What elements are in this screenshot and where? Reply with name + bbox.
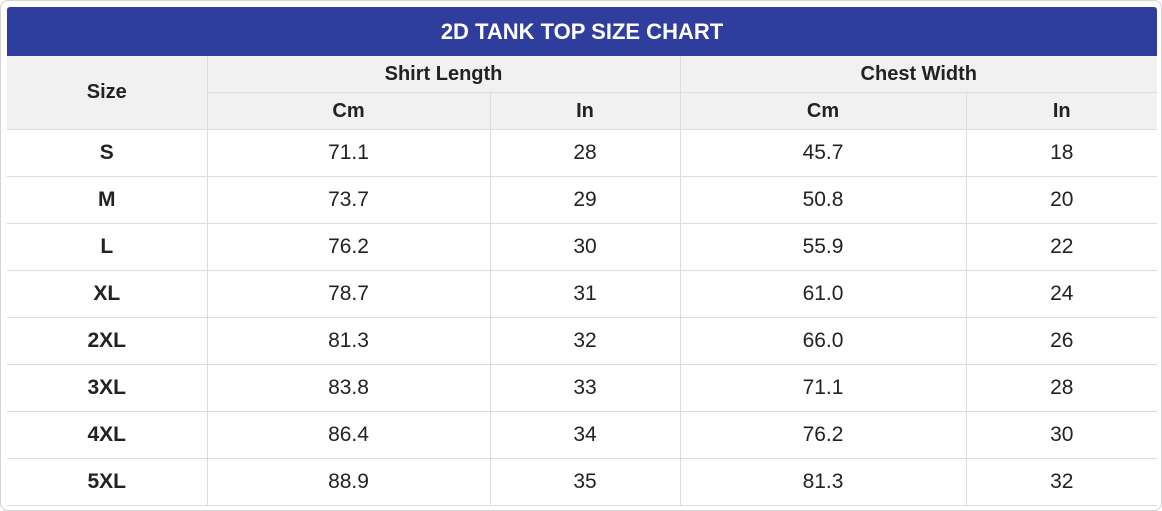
size-table: Size Shirt Length Chest Width Cm In Cm In S 71… — [7, 56, 1158, 506]
value-cell: 50.8 — [679, 176, 967, 224]
table-head: Size Shirt Length Chest Width Cm In Cm In — [7, 56, 1158, 130]
value-cell: 22 — [965, 223, 1158, 271]
value-cell: 55.9 — [679, 223, 967, 271]
value-cell: 35 — [489, 458, 681, 506]
size-cell: 3XL — [7, 364, 207, 412]
table-body: S 71.1 28 45.7 18 M 73.7 29 50.8 20 L 76.2 30 55.9 22 X… — [7, 129, 1158, 506]
size-header: Size — [7, 56, 207, 130]
value-cell: 28 — [489, 129, 681, 177]
value-cell: 30 — [965, 411, 1158, 459]
table-row: XL 78.7 31 61.0 24 — [7, 270, 1158, 318]
value-cell: 34 — [489, 411, 681, 459]
value-cell: 88.9 — [206, 458, 490, 506]
value-cell: 45.7 — [679, 129, 967, 177]
value-cell: 32 — [489, 317, 681, 365]
value-cell: 76.2 — [679, 411, 967, 459]
value-cell: 78.7 — [206, 270, 490, 318]
value-cell: 29 — [489, 176, 681, 224]
value-cell: 81.3 — [679, 458, 967, 506]
unit-header: In — [965, 92, 1158, 130]
value-cell: 66.0 — [679, 317, 967, 365]
size-cell: M — [7, 176, 207, 224]
value-cell: 32 — [965, 458, 1158, 506]
value-cell: 20 — [965, 176, 1158, 224]
unit-header: Cm — [206, 92, 490, 130]
value-cell: 28 — [965, 364, 1158, 412]
size-cell: XL — [7, 270, 207, 318]
size-cell: L — [7, 223, 207, 271]
group-header: Chest Width — [679, 56, 1158, 93]
size-cell: 2XL — [7, 317, 207, 365]
value-cell: 71.1 — [679, 364, 967, 412]
value-cell: 71.1 — [206, 129, 490, 177]
table-row: S 71.1 28 45.7 18 — [7, 129, 1158, 177]
chart-title: 2D TANK TOP SIZE CHART — [7, 7, 1157, 56]
size-cell: 4XL — [7, 411, 207, 459]
unit-header: Cm — [679, 92, 967, 130]
table-row: 2XL 81.3 32 66.0 26 — [7, 317, 1158, 365]
value-cell: 24 — [965, 270, 1158, 318]
table-row: 5XL 88.9 35 81.3 32 — [7, 458, 1158, 506]
value-cell: 61.0 — [679, 270, 967, 318]
table-row: 4XL 86.4 34 76.2 30 — [7, 411, 1158, 459]
value-cell: 26 — [965, 317, 1158, 365]
value-cell: 30 — [489, 223, 681, 271]
table-row: 3XL 83.8 33 71.1 28 — [7, 364, 1158, 412]
value-cell: 83.8 — [206, 364, 490, 412]
table-row: L 76.2 30 55.9 22 — [7, 223, 1158, 271]
header-row: Size Shirt Length Chest Width — [7, 56, 1158, 130]
value-cell: 76.2 — [206, 223, 490, 271]
value-cell: 31 — [489, 270, 681, 318]
value-cell: 81.3 — [206, 317, 490, 365]
value-cell: 86.4 — [206, 411, 490, 459]
size-cell: 5XL — [7, 458, 207, 506]
unit-header: In — [489, 92, 681, 130]
table-row: M 73.7 29 50.8 20 — [7, 176, 1158, 224]
size-cell: S — [7, 129, 207, 177]
value-cell: 73.7 — [206, 176, 490, 224]
value-cell: 33 — [489, 364, 681, 412]
header-row: Cm In Cm In — [7, 92, 1158, 130]
value-cell: 18 — [965, 129, 1158, 177]
group-header: Shirt Length — [206, 56, 681, 93]
